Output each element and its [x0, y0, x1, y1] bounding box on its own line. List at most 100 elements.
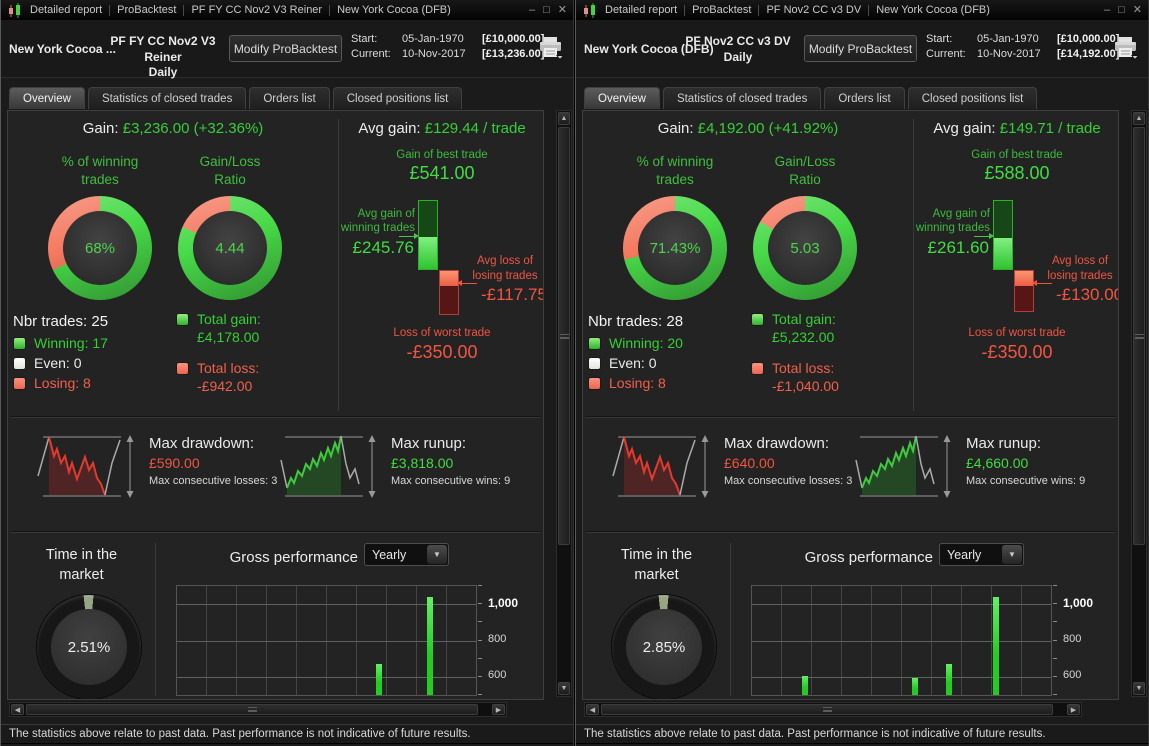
print-icon[interactable] [1112, 35, 1139, 61]
instrument-name: New York Cocoa (DFB) [584, 42, 714, 56]
vertical-scrollbar[interactable]: ▲ ▼ [1131, 110, 1147, 697]
scroll-left-icon[interactable]: ◀ [11, 704, 24, 715]
losing-count: Losing: 8 [34, 375, 91, 391]
titlebar-divider [329, 4, 331, 16]
horizontal-scrollbar[interactable]: ◀ ▶ [584, 702, 1082, 717]
titlebar-item-probacktest: ProBacktest [692, 4, 752, 16]
gross-performance-period-select[interactable]: Yearly ▼ [364, 543, 449, 566]
tab-orders-list[interactable]: Orders list [824, 87, 905, 109]
tab-statistics-of-closed-trades[interactable]: Statistics of closed trades [87, 87, 247, 109]
current-label: Current: [351, 48, 391, 60]
titlebar-item-system: PF FY CC Nov2 V3 Reiner [191, 4, 323, 16]
system-timeframe: Daily [723, 49, 753, 64]
tab-overview[interactable]: Overview [584, 87, 660, 109]
maximize-icon[interactable]: □ [543, 4, 550, 16]
total-gain-label: Total gain: [197, 311, 261, 327]
scroll-right-icon[interactable]: ▶ [1067, 704, 1080, 715]
capital-summary: Start: 05-Jan-1970 [£10,000.00] Current:… [351, 33, 544, 60]
y-axis-label: 600 [488, 669, 507, 681]
loss-bar [1014, 270, 1034, 312]
vertical-divider [338, 119, 339, 411]
losing-swatch-icon [13, 376, 26, 390]
minimize-icon[interactable]: – [529, 4, 536, 16]
winning-swatch-icon [13, 336, 26, 350]
horizontal-scrollbar-thumb[interactable] [601, 704, 1053, 715]
modify-probacktest-button[interactable]: Modify ProBacktest [229, 35, 342, 62]
winning-swatch-icon [588, 336, 601, 350]
gain-loss-ratio-donut: 5.03 [753, 196, 857, 300]
total-loss-value: -£1,040.00 [772, 378, 839, 394]
tab-closed-positions-list[interactable]: Closed positions list [332, 87, 463, 109]
gross-performance-period-select[interactable]: Yearly ▼ [939, 543, 1024, 566]
drawdown-runup-section: Max drawdown: £590.00 Max consecutive lo… [8, 421, 543, 521]
report-header: New York Cocoa ... PF FY CC Nov2 V3 Rein… [1, 20, 573, 79]
close-icon[interactable]: ✕ [557, 4, 567, 16]
report-header: New York Cocoa (DFB) PF Nov2 CC v3 DV Da… [576, 20, 1148, 78]
total-gain-row: Total gain: [751, 309, 839, 329]
horizontal-scrollbar[interactable]: ◀ ▶ [9, 702, 507, 717]
scroll-up-icon[interactable]: ▲ [1133, 112, 1145, 125]
performance-bar [426, 596, 433, 695]
winning-trades-donut-group: % of winning trades 71.43% [623, 153, 727, 300]
tab-orders-list[interactable]: Orders list [249, 87, 330, 109]
max-runup-value: £4,660.00 [966, 455, 1029, 471]
max-consecutive-wins: Max consecutive wins: 9 [966, 475, 1086, 487]
scroll-down-icon[interactable]: ▼ [1133, 682, 1145, 695]
titlebar-item-instrument: New York Cocoa (DFB) [876, 4, 990, 16]
total-gain-value: £5,232.00 [772, 329, 835, 345]
axis-tick [1053, 585, 1057, 586]
tab-statistics-of-closed-trades[interactable]: Statistics of closed trades [662, 87, 822, 109]
window-titlebar[interactable]: Detailed report ProBacktest PF FY CC Nov… [1, 0, 573, 20]
scroll-right-icon[interactable]: ▶ [492, 704, 505, 715]
avg-win-arrow-icon [399, 233, 419, 239]
vertical-scrollbar-thumb[interactable] [558, 127, 570, 545]
total-gain-swatch-icon [751, 312, 764, 326]
gain-loss-ratio-donut-group: Gain/Loss Ratio 5.03 [753, 153, 857, 300]
gain-label: Gain: [82, 120, 119, 137]
maximize-icon[interactable]: □ [1118, 4, 1125, 16]
gain-bar [418, 200, 438, 270]
axis-tick [1053, 621, 1057, 623]
start-date: 05-Jan-1970 [402, 33, 464, 45]
minimize-icon[interactable]: – [1104, 4, 1111, 16]
gain-label: Gain: [657, 120, 694, 137]
gross-performance-plot [176, 585, 477, 696]
titlebar-item-report: Detailed report [605, 4, 678, 16]
avg-loss-bar-segment [1015, 271, 1033, 287]
titlebar-divider [758, 4, 760, 16]
vertical-scrollbar[interactable]: ▲ ▼ [556, 110, 572, 697]
total-loss-row: Total loss: [176, 358, 261, 378]
winning-trades-donut: 68% [48, 196, 152, 300]
winning-percentage: 71.43% [649, 239, 701, 257]
modify-probacktest-button[interactable]: Modify ProBacktest [804, 35, 917, 62]
time-in-market-title: Time in the market [45, 547, 118, 583]
axis-tick [478, 603, 482, 605]
gain-loss-ratio-title: Gain/Loss Ratio [199, 154, 261, 188]
axis-tick [1053, 694, 1057, 696]
chevron-down-icon[interactable]: ▼ [427, 545, 447, 564]
best-worst-trade-section: Avg gain: £149.71 / trade Gain of best t… [914, 111, 1118, 416]
close-icon[interactable]: ✕ [1132, 4, 1142, 16]
tab-overview[interactable]: Overview [9, 87, 85, 109]
scroll-left-icon[interactable]: ◀ [586, 704, 599, 715]
tab-closed-positions-list[interactable]: Closed positions list [907, 87, 1038, 109]
worst-trade-label: Loss of worst trade [968, 327, 1066, 339]
window-titlebar[interactable]: Detailed report ProBacktest PF Nov2 CC v… [576, 0, 1148, 20]
best-trade-label: Gain of best trade [396, 149, 488, 161]
scroll-down-icon[interactable]: ▼ [558, 682, 570, 695]
y-axis-label: 1,000 [488, 596, 519, 611]
titlebar-divider [109, 4, 111, 16]
gross-performance-label: Gross performance [804, 549, 933, 566]
print-icon[interactable] [537, 35, 564, 61]
scroll-up-icon[interactable]: ▲ [558, 112, 570, 125]
vertical-scrollbar-thumb[interactable] [1133, 127, 1145, 545]
runup-sparkline-icon [852, 430, 956, 509]
report-window: Detailed report ProBacktest PF FY CC Nov… [0, 0, 574, 746]
max-runup-value: £3,818.00 [391, 455, 454, 471]
total-gain-label: Total gain: [772, 311, 836, 327]
max-drawdown-value: £640.00 [724, 455, 775, 471]
chevron-down-icon[interactable]: ▼ [1002, 545, 1022, 564]
legend-even-row: Even: 0 [588, 353, 683, 373]
horizontal-scrollbar-thumb[interactable] [26, 704, 478, 715]
y-axis-label: 800 [1063, 632, 1082, 645]
